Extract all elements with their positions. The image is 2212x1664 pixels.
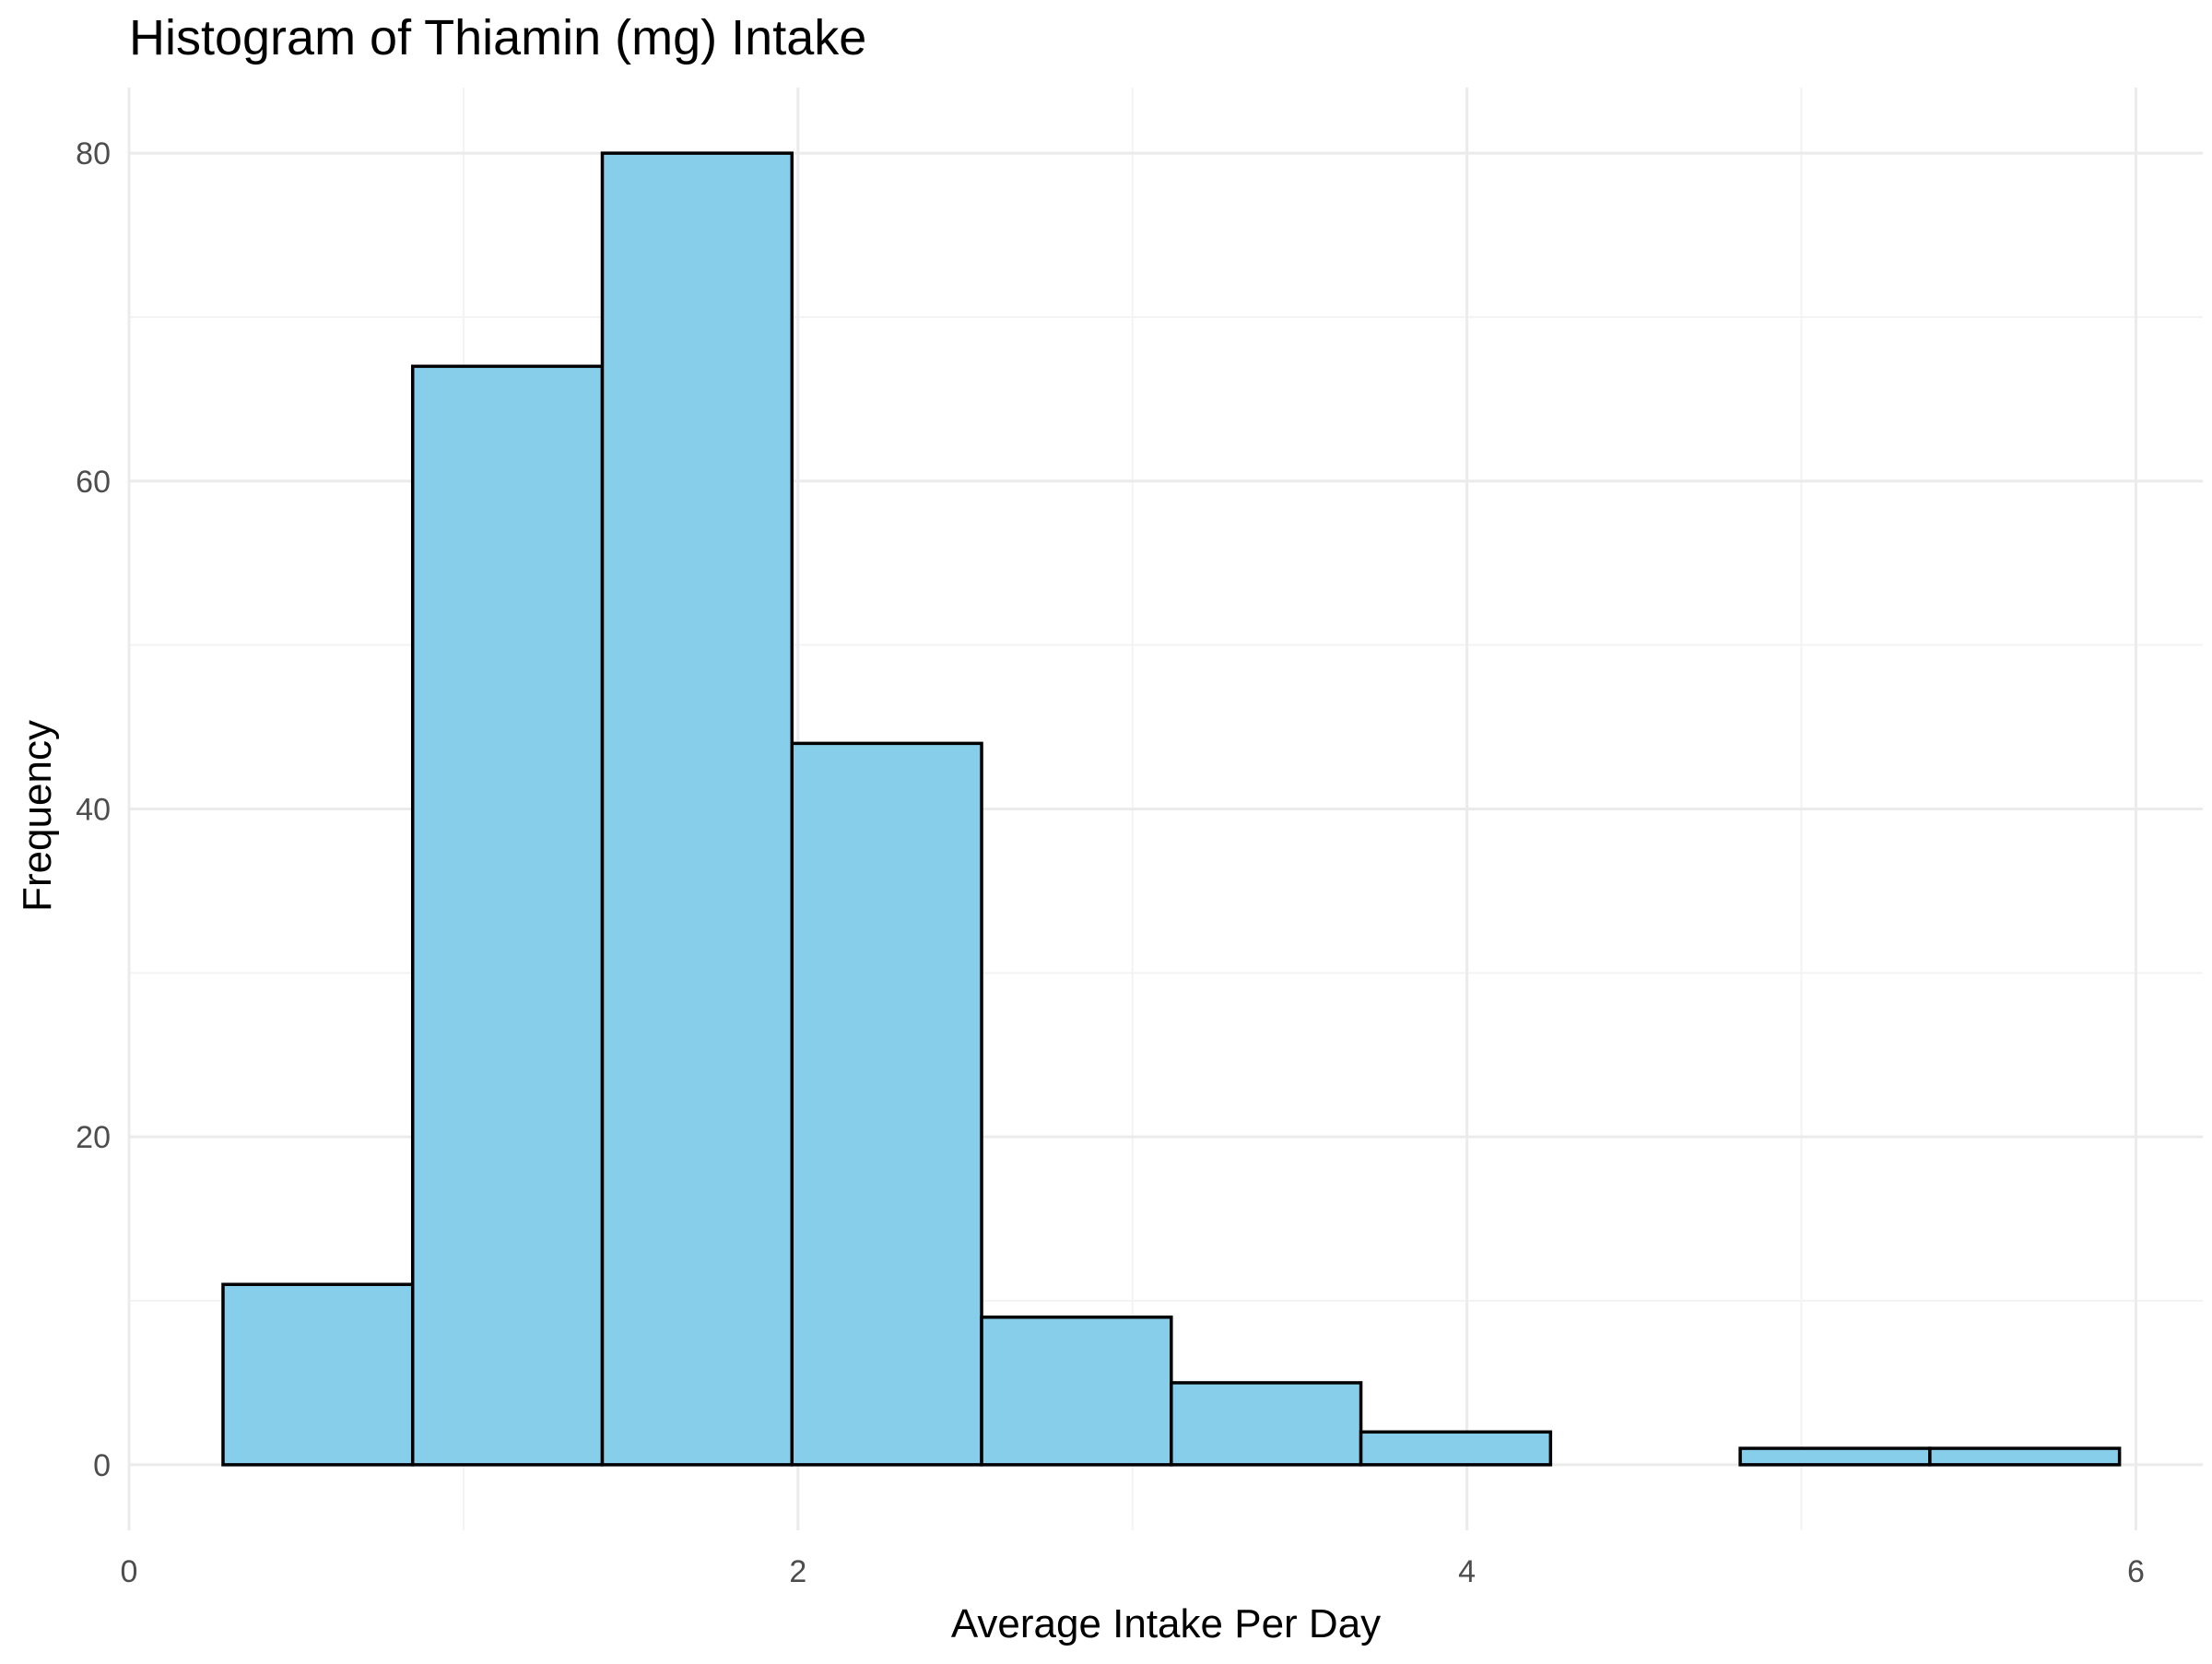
chart-title: Histogram of Thiamin (mg) Intake (129, 10, 867, 65)
histogram-bar (1738, 1446, 1932, 1467)
y-tick-label: 40 (76, 793, 111, 828)
histogram-bar (410, 364, 605, 1467)
x-axis-label: Average Intake Per Day (951, 1601, 1381, 1646)
histogram-bar (980, 1316, 1173, 1467)
x-axis-ticks: 0 2 4 6 (121, 1554, 2145, 1589)
y-axis-label: Frequency (15, 720, 60, 912)
histogram-bar (1170, 1381, 1363, 1467)
x-tick-label: 6 (2127, 1554, 2145, 1589)
x-tick-label: 4 (1458, 1554, 1476, 1589)
histogram-bar (790, 741, 983, 1467)
y-axis-ticks: 0 20 40 60 80 (76, 136, 111, 1483)
x-tick-label: 0 (121, 1554, 138, 1589)
histogram-bar (1928, 1446, 2122, 1467)
y-tick-label: 60 (76, 465, 111, 500)
histogram-bar (221, 1282, 415, 1467)
histogram-bars (221, 151, 2122, 1467)
histogram-bar (1359, 1430, 1553, 1467)
y-tick-label: 0 (93, 1448, 111, 1483)
x-tick-label: 2 (789, 1554, 806, 1589)
y-tick-label: 20 (76, 1120, 111, 1155)
y-tick-label: 80 (76, 136, 111, 171)
histogram-bar (600, 151, 794, 1467)
